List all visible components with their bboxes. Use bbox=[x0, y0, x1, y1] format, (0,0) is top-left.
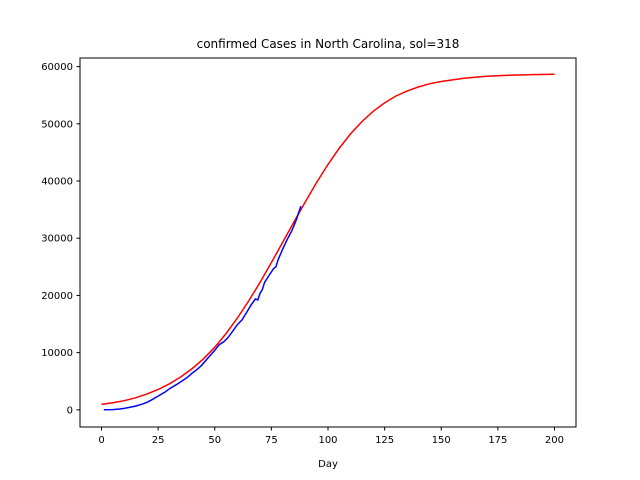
series-line-red bbox=[101, 73, 555, 406]
y-tick-label: 30000 bbox=[41, 234, 73, 245]
x-tick-label: 50 bbox=[208, 435, 221, 446]
y-tick-label: 20000 bbox=[41, 291, 73, 302]
x-tick-label: 100 bbox=[318, 435, 337, 446]
x-tick-label: 150 bbox=[432, 435, 451, 446]
plot-frame bbox=[79, 57, 577, 428]
x-axis-label: Day bbox=[318, 459, 338, 470]
series-line-blue bbox=[103, 205, 302, 411]
x-tick-label: 125 bbox=[375, 435, 394, 446]
x-tick-label: 175 bbox=[488, 435, 507, 446]
x-tick-label: 25 bbox=[152, 435, 165, 446]
x-tick-label: 75 bbox=[265, 435, 278, 446]
y-tick-label: 40000 bbox=[41, 177, 73, 188]
plot-area bbox=[101, 73, 555, 411]
y-tick-label: 10000 bbox=[41, 348, 73, 359]
y-tick-label: 0 bbox=[67, 405, 73, 416]
x-tick-label: 0 bbox=[98, 435, 104, 446]
chart-title: confirmed Cases in North Carolina, sol=3… bbox=[197, 37, 460, 51]
x-tick-label: 200 bbox=[545, 435, 564, 446]
axis-ticks: 0 25 50 75 100 125 150 175 200 0 10000 20000 30000 40… bbox=[41, 62, 564, 446]
y-tick-label: 60000 bbox=[41, 62, 73, 73]
y-tick-label: 50000 bbox=[41, 119, 73, 130]
